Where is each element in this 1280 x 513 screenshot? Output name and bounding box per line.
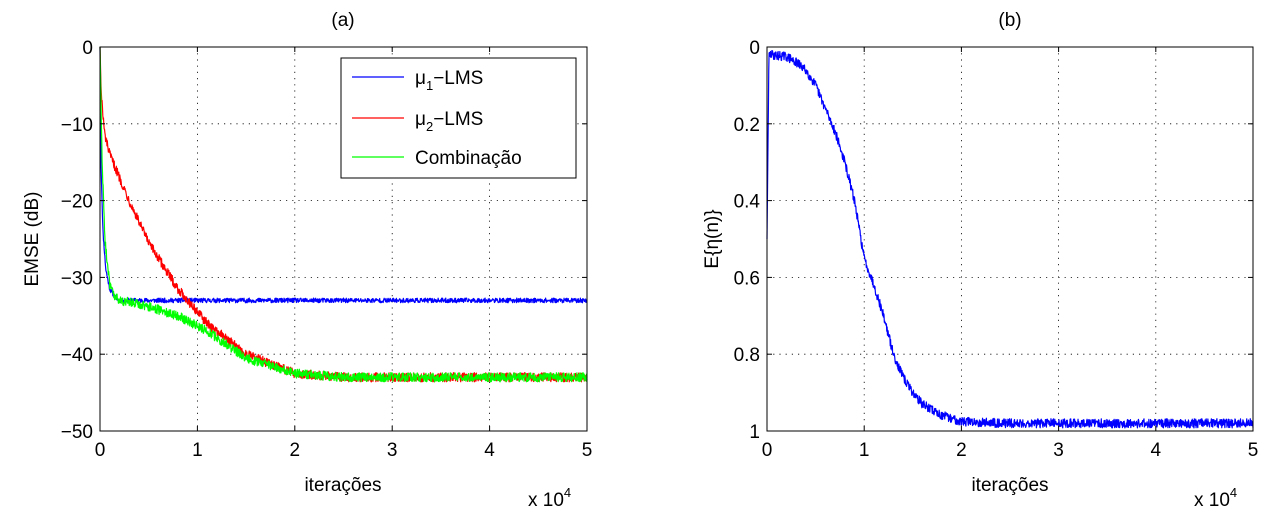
legend-label-mu2-lms: μ2−LMS xyxy=(415,109,483,134)
x-tick-label: 3 xyxy=(1053,440,1064,461)
legend: μ1−LMS μ2−LMS Combinação xyxy=(340,57,577,179)
x-scale-exponent: 4 xyxy=(1230,485,1237,500)
legend-item: Combinação xyxy=(352,148,522,169)
grid-lines xyxy=(100,47,587,431)
y-tick-label: 0.4 xyxy=(734,192,761,213)
data-series xyxy=(766,50,1254,429)
series-line xyxy=(766,50,1254,429)
x-tick-label: 5 xyxy=(582,440,593,461)
chart-panel-b: (b) 0 1 2 3 4 500.20.40.60.81 iterações E{η(n… xyxy=(702,10,1258,511)
plot-frame xyxy=(99,46,588,432)
chart-title: (b) xyxy=(998,10,1021,31)
x-tick-label: 4 xyxy=(484,440,495,461)
y-tick-label: −10 xyxy=(61,115,93,136)
plot-area xyxy=(767,47,1253,431)
y-tick-label: 0.8 xyxy=(734,345,760,366)
y-tick-label: −50 xyxy=(61,422,93,443)
legend-label-combinacao: Combinação xyxy=(415,148,522,169)
x-tick-label: 2 xyxy=(956,440,967,461)
x-scale-exponent: 4 xyxy=(564,485,571,500)
data-series xyxy=(99,46,588,383)
plot-frame xyxy=(766,46,1254,432)
x-scale-base: x 10 xyxy=(528,490,564,511)
x-tick-label: 2 xyxy=(290,440,301,461)
y-tick-label: 0 xyxy=(82,38,93,59)
grid-lines xyxy=(767,47,1253,431)
x-tick-label: 1 xyxy=(859,440,870,461)
series-line-combina-o xyxy=(99,46,588,383)
y-tick-label: 0.2 xyxy=(734,115,760,136)
legend-label-mu1-lms: μ1−LMS xyxy=(415,68,483,93)
x-tick-label: 0 xyxy=(95,440,106,461)
y-axis-label: EMSE (dB) xyxy=(22,191,43,286)
axis-ticks: 0 1 2 3 4 5 0 −10 −20 −30 −40 −50 xyxy=(61,38,593,461)
x-tick-label: 5 xyxy=(1248,440,1259,461)
y-tick-label: 0.6 xyxy=(734,268,760,289)
chart-panel-a: (a) 0 1 2 3 4 5 0 −10 −20 −30 −40 −50 iterações EMS… xyxy=(22,10,592,511)
x-scale-base: x 10 xyxy=(1194,490,1230,511)
x-scale-label: x 104 xyxy=(528,485,571,511)
y-tick-label: 0 xyxy=(749,38,760,59)
x-axis-label: iterações xyxy=(304,475,381,496)
x-tick-label: 3 xyxy=(387,440,398,461)
x-scale-label: x 104 xyxy=(1194,485,1237,511)
series-line--1-lms xyxy=(99,46,588,304)
x-tick-label: 1 xyxy=(192,440,203,461)
legend-item: μ1−LMS xyxy=(352,68,483,93)
y-tick-label: −30 xyxy=(61,268,93,289)
y-tick-label: 1 xyxy=(749,422,760,443)
axis-ticks: 0 1 2 3 4 500.20.40.60.81 xyxy=(734,38,1259,461)
x-tick-label: 0 xyxy=(762,440,773,461)
chart-title: (a) xyxy=(331,10,354,31)
y-tick-label: −40 xyxy=(61,345,93,366)
y-tick-label: −20 xyxy=(61,192,93,213)
x-tick-label: 4 xyxy=(1151,440,1162,461)
x-axis-label: iterações xyxy=(971,475,1048,496)
legend-item: μ2−LMS xyxy=(352,109,483,134)
y-axis-label: E{η(n)} xyxy=(702,209,723,268)
